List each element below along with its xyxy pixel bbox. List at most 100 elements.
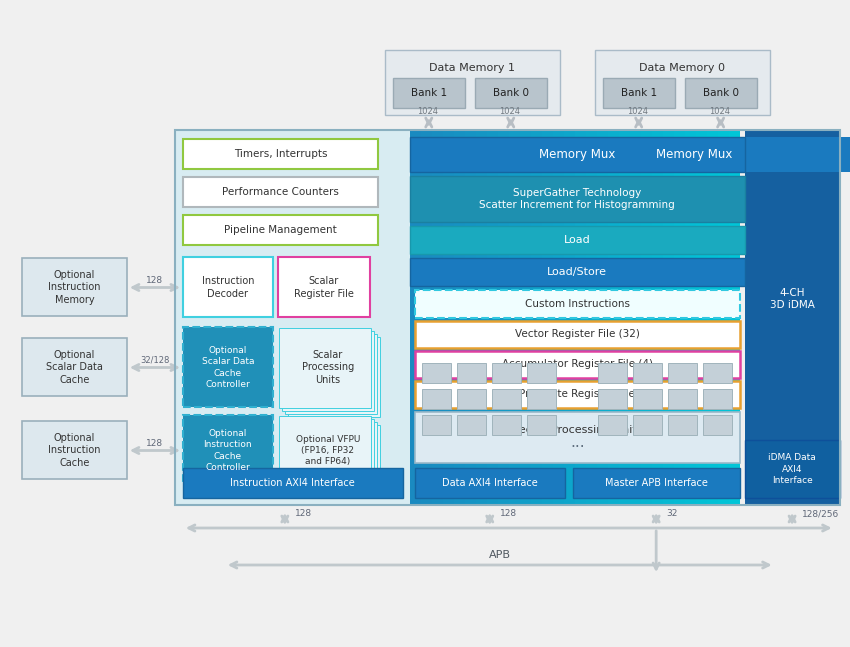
Text: Optional
Scalar Data
Cache
Controller: Optional Scalar Data Cache Controller <box>201 346 254 389</box>
Bar <box>541 130 552 505</box>
Text: Optional
Instruction
Cache
Controller: Optional Instruction Cache Controller <box>203 430 252 472</box>
Bar <box>703 415 732 435</box>
Bar <box>422 363 451 383</box>
Text: 32: 32 <box>666 509 677 518</box>
Bar <box>410 176 745 222</box>
Bar <box>492 389 521 409</box>
Text: APB: APB <box>489 550 511 560</box>
Bar <box>703 389 732 409</box>
Bar <box>422 389 451 409</box>
Bar <box>279 417 371 487</box>
Bar <box>422 415 451 435</box>
Bar <box>487 130 498 505</box>
Text: Scalar
Register File: Scalar Register File <box>294 276 354 299</box>
Bar <box>527 389 556 409</box>
Bar <box>415 351 740 378</box>
Bar <box>22 259 127 316</box>
Bar <box>175 130 410 505</box>
Bar <box>183 258 273 318</box>
Bar <box>745 440 840 498</box>
Bar <box>410 258 745 286</box>
Text: Instruction AXI4 Interface: Instruction AXI4 Interface <box>230 478 355 488</box>
Bar <box>415 290 740 318</box>
Bar <box>552 130 564 505</box>
Bar <box>684 130 695 505</box>
Bar <box>573 468 740 498</box>
Text: Performance Counters: Performance Counters <box>222 188 339 197</box>
Text: Load: Load <box>564 235 591 245</box>
Bar <box>519 130 530 505</box>
Text: 128: 128 <box>500 509 517 518</box>
Bar <box>285 422 377 492</box>
Bar <box>183 177 377 208</box>
Text: Instruction
Decoder: Instruction Decoder <box>201 276 254 299</box>
Bar <box>728 130 739 505</box>
Bar <box>385 50 559 115</box>
Bar <box>175 130 840 505</box>
Text: Data Memory 1: Data Memory 1 <box>429 63 515 73</box>
Text: iDMA Data
AXI4
Interface: iDMA Data AXI4 Interface <box>768 454 816 485</box>
Bar <box>415 468 564 498</box>
Text: 128: 128 <box>146 276 163 285</box>
Bar <box>456 415 485 435</box>
Bar <box>667 389 697 409</box>
Text: Bank 0: Bank 0 <box>493 88 529 98</box>
Bar <box>667 363 697 383</box>
Bar <box>745 130 840 505</box>
Text: Master APB Interface: Master APB Interface <box>604 478 707 488</box>
Bar <box>476 130 487 505</box>
Text: Data Memory 0: Data Memory 0 <box>639 63 725 73</box>
Text: Vector Register File (32): Vector Register File (32) <box>515 329 640 340</box>
Bar <box>415 381 740 408</box>
Bar <box>597 130 608 505</box>
Bar <box>684 78 756 108</box>
Text: Predicate Register File: Predicate Register File <box>519 389 635 399</box>
Bar <box>630 130 641 505</box>
Text: 128: 128 <box>295 509 312 518</box>
Text: Memory Mux: Memory Mux <box>656 148 733 161</box>
Bar <box>632 389 661 409</box>
Text: Bank 1: Bank 1 <box>620 88 657 98</box>
Bar <box>717 130 728 505</box>
Bar <box>598 415 626 435</box>
Text: Accumulator Register File (4): Accumulator Register File (4) <box>502 360 653 369</box>
Text: ...: ... <box>570 435 585 450</box>
Bar <box>663 130 674 505</box>
Bar <box>410 137 850 172</box>
Bar <box>278 258 370 318</box>
Bar <box>530 130 541 505</box>
Bar <box>667 415 697 435</box>
Bar <box>282 331 374 411</box>
Text: 4-CH
3D iDMA: 4-CH 3D iDMA <box>769 287 814 310</box>
Bar <box>608 130 619 505</box>
Text: Bank 1: Bank 1 <box>411 88 447 98</box>
Text: Bank 0: Bank 0 <box>703 88 739 98</box>
Text: 1024: 1024 <box>626 107 648 116</box>
Text: Optional
Scalar Data
Cache: Optional Scalar Data Cache <box>46 350 103 385</box>
Bar <box>492 415 521 435</box>
Text: 1024: 1024 <box>499 107 519 116</box>
Text: 32/128: 32/128 <box>140 356 170 365</box>
Bar <box>603 78 675 108</box>
Bar <box>598 363 626 383</box>
Bar <box>285 334 377 415</box>
Bar <box>706 130 717 505</box>
Text: Timers, Interrupts: Timers, Interrupts <box>234 149 327 160</box>
Bar <box>183 327 273 408</box>
Bar <box>288 338 380 417</box>
Text: Optional VFPU
(FP16, FP32
and FP64): Optional VFPU (FP16, FP32 and FP64) <box>296 435 360 466</box>
Text: Memory Mux: Memory Mux <box>539 148 615 161</box>
Bar <box>415 412 740 463</box>
Text: Custom Instructions: Custom Instructions <box>524 299 630 309</box>
Text: Scalar
Processing
Units: Scalar Processing Units <box>302 350 354 385</box>
Bar <box>652 130 663 505</box>
Bar <box>410 226 745 254</box>
Bar <box>598 389 626 409</box>
Bar <box>564 130 575 505</box>
Text: Optional
Instruction
Cache: Optional Instruction Cache <box>48 433 100 468</box>
Bar <box>183 140 377 170</box>
Bar <box>279 329 371 408</box>
Bar <box>454 130 465 505</box>
Bar <box>575 130 586 505</box>
Bar <box>527 415 556 435</box>
